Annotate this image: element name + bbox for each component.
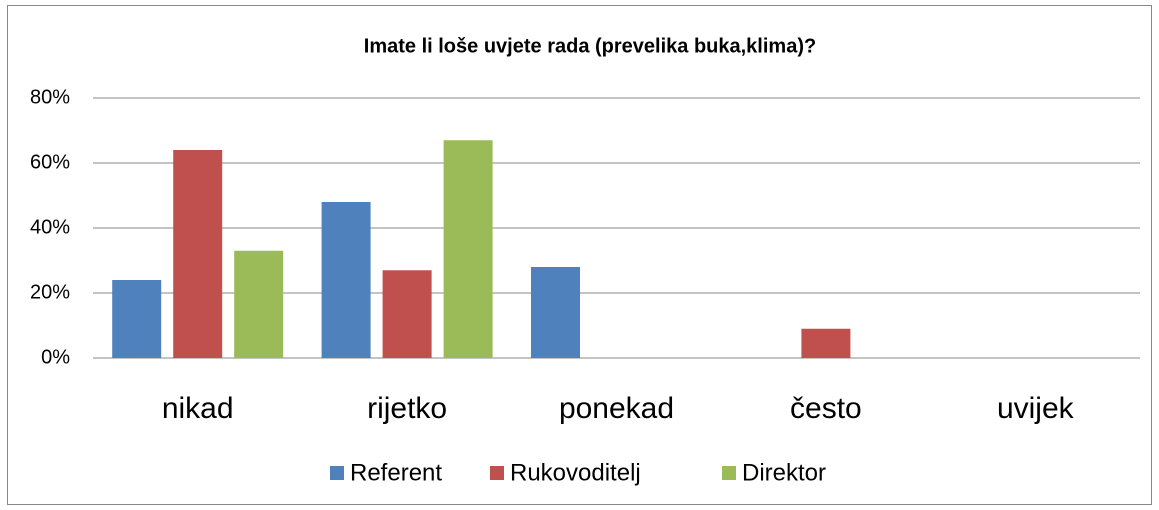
legend-swatch bbox=[330, 466, 344, 480]
bar bbox=[443, 140, 493, 358]
x-tick-label: uvijek bbox=[997, 392, 1075, 425]
y-tick-label: 60% bbox=[30, 151, 70, 173]
y-tick-label: 80% bbox=[30, 86, 70, 108]
y-tick-label: 0% bbox=[41, 346, 70, 368]
legend-label: Rukovoditelj bbox=[510, 459, 641, 486]
y-tick-label: 40% bbox=[30, 216, 70, 238]
y-tick-label: 20% bbox=[30, 281, 70, 303]
x-tick-label: ponekad bbox=[559, 392, 674, 425]
bar bbox=[321, 202, 371, 358]
legend-label: Direktor bbox=[742, 459, 826, 486]
bar bbox=[382, 270, 432, 358]
legend-swatch bbox=[490, 466, 504, 480]
x-tick-label: često bbox=[790, 392, 862, 425]
bar bbox=[112, 280, 162, 358]
chart-title: Imate li loše uvjete rada (prevelika buk… bbox=[364, 35, 816, 57]
legend-label: Referent bbox=[350, 459, 442, 486]
bar bbox=[234, 250, 284, 358]
bar bbox=[173, 150, 223, 358]
x-tick-label: nikad bbox=[162, 392, 234, 425]
bar bbox=[531, 267, 580, 358]
legend-swatch bbox=[722, 466, 736, 480]
bar bbox=[801, 328, 851, 358]
x-tick-label: rijetko bbox=[367, 392, 447, 425]
